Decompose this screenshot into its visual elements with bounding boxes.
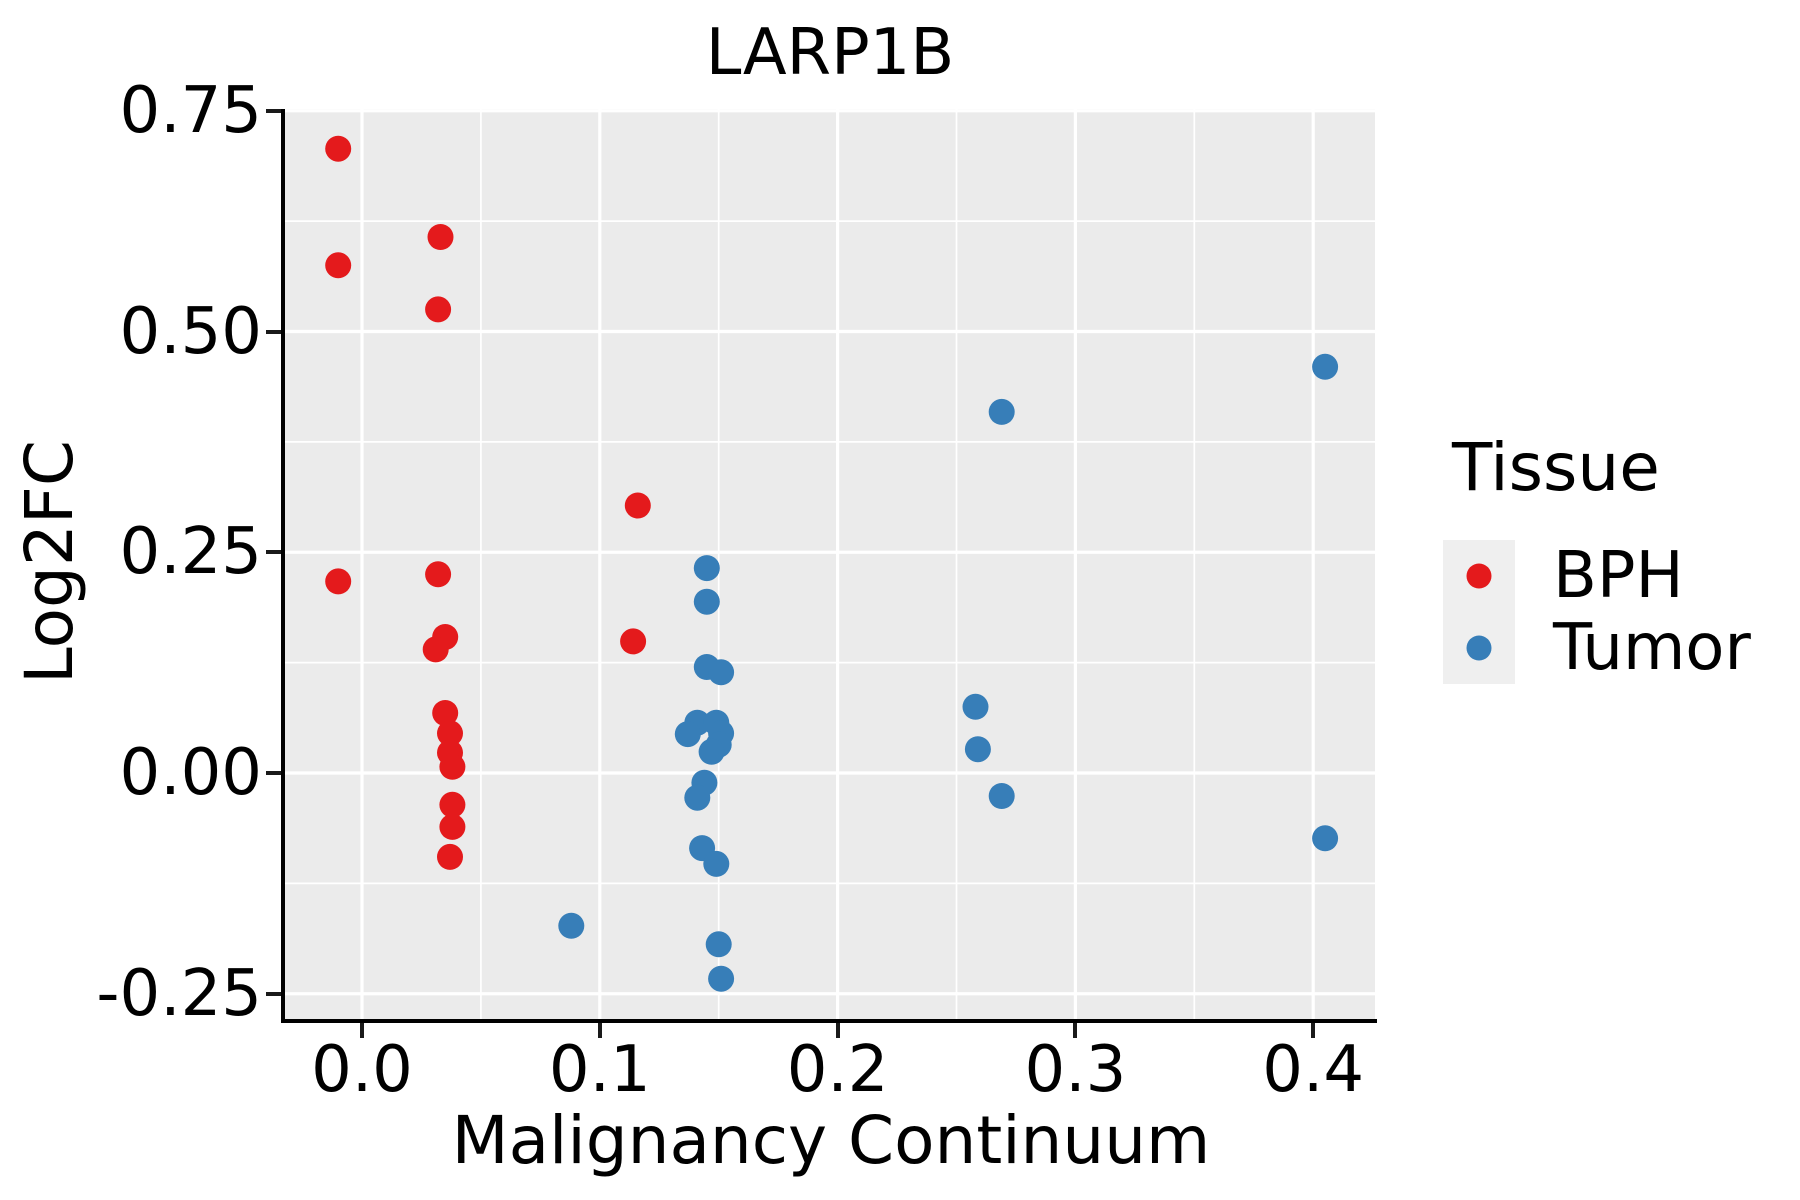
x-tick-label: 0.4 — [1262, 1033, 1365, 1107]
y-tick-mark — [266, 329, 281, 334]
data-point-tumor — [698, 738, 725, 765]
data-point-tumor — [964, 736, 991, 763]
data-point-bph — [624, 492, 651, 519]
data-point-bph — [437, 720, 463, 747]
chart-title: LARP1B — [705, 16, 955, 90]
x-tick-mark — [360, 1023, 364, 1038]
x-tick-mark — [1311, 1023, 1316, 1038]
legend-label-bph: BPH — [1553, 539, 1684, 613]
y-tick-mark — [266, 108, 281, 113]
data-point-tumor — [1312, 825, 1339, 852]
data-point-tumor — [558, 912, 585, 939]
y-tick-label: -0.25 — [96, 956, 262, 1031]
x-tick-mark — [835, 1023, 840, 1038]
y-tick-label: 0.25 — [119, 515, 263, 590]
data-point-tumor — [703, 850, 730, 877]
data-point-tumor — [962, 693, 989, 720]
x-axis-title: Malignancy Continuum — [451, 1102, 1211, 1179]
x-tick-label: 0.2 — [786, 1033, 889, 1107]
data-point-tumor — [684, 784, 711, 811]
y-tick-label: 0.00 — [119, 736, 263, 810]
plot-panel — [285, 109, 1375, 1019]
data-point-bph — [325, 135, 352, 162]
legend-dot-tumor-icon — [1466, 635, 1492, 661]
data-point-bph — [439, 753, 466, 780]
x-tick-mark — [597, 1023, 602, 1038]
data-point-tumor — [708, 659, 735, 686]
y-tick-label: 0.50 — [119, 294, 263, 369]
data-point-bph — [422, 636, 449, 663]
legend-key-bph — [1443, 540, 1515, 612]
data-point-bph — [439, 813, 466, 840]
x-tick-label: 0.1 — [548, 1033, 651, 1107]
data-point-tumor — [693, 588, 720, 615]
data-point-tumor — [708, 965, 735, 992]
data-point-tumor — [988, 783, 1015, 809]
y-axis-title-text: Log2FC — [11, 440, 88, 684]
data-point-bph — [425, 296, 452, 323]
legend-key-tumor — [1443, 612, 1515, 684]
y-axis-line — [281, 109, 285, 1023]
data-point-bph — [437, 843, 463, 870]
data-point-bph — [439, 791, 466, 818]
data-point-tumor — [674, 721, 701, 748]
data-point-tumor — [693, 555, 720, 582]
x-tick-label: 0.0 — [311, 1033, 413, 1107]
data-point-tumor — [1312, 353, 1339, 380]
data-point-bph — [325, 568, 352, 595]
data-point-bph — [425, 561, 452, 588]
y-tick-mark — [266, 771, 281, 775]
y-tick-label: 0.75 — [119, 73, 263, 148]
legend-title: Tissue — [1452, 429, 1660, 506]
data-point-tumor — [988, 398, 1015, 425]
plot-canvas — [285, 109, 1375, 1019]
x-tick-mark — [1073, 1023, 1078, 1038]
x-axis-line — [281, 1019, 1377, 1023]
data-point-bph — [620, 628, 647, 655]
data-point-bph — [325, 252, 352, 279]
legend-dot-bph-icon — [1466, 563, 1492, 589]
data-point-tumor — [705, 931, 732, 958]
legend-label-tumor: Tumor — [1553, 611, 1751, 685]
y-tick-mark — [266, 550, 281, 555]
data-point-bph — [427, 224, 454, 250]
y-tick-mark — [266, 991, 281, 996]
data-point-bph — [432, 700, 459, 726]
x-tick-label: 0.3 — [1024, 1033, 1127, 1107]
